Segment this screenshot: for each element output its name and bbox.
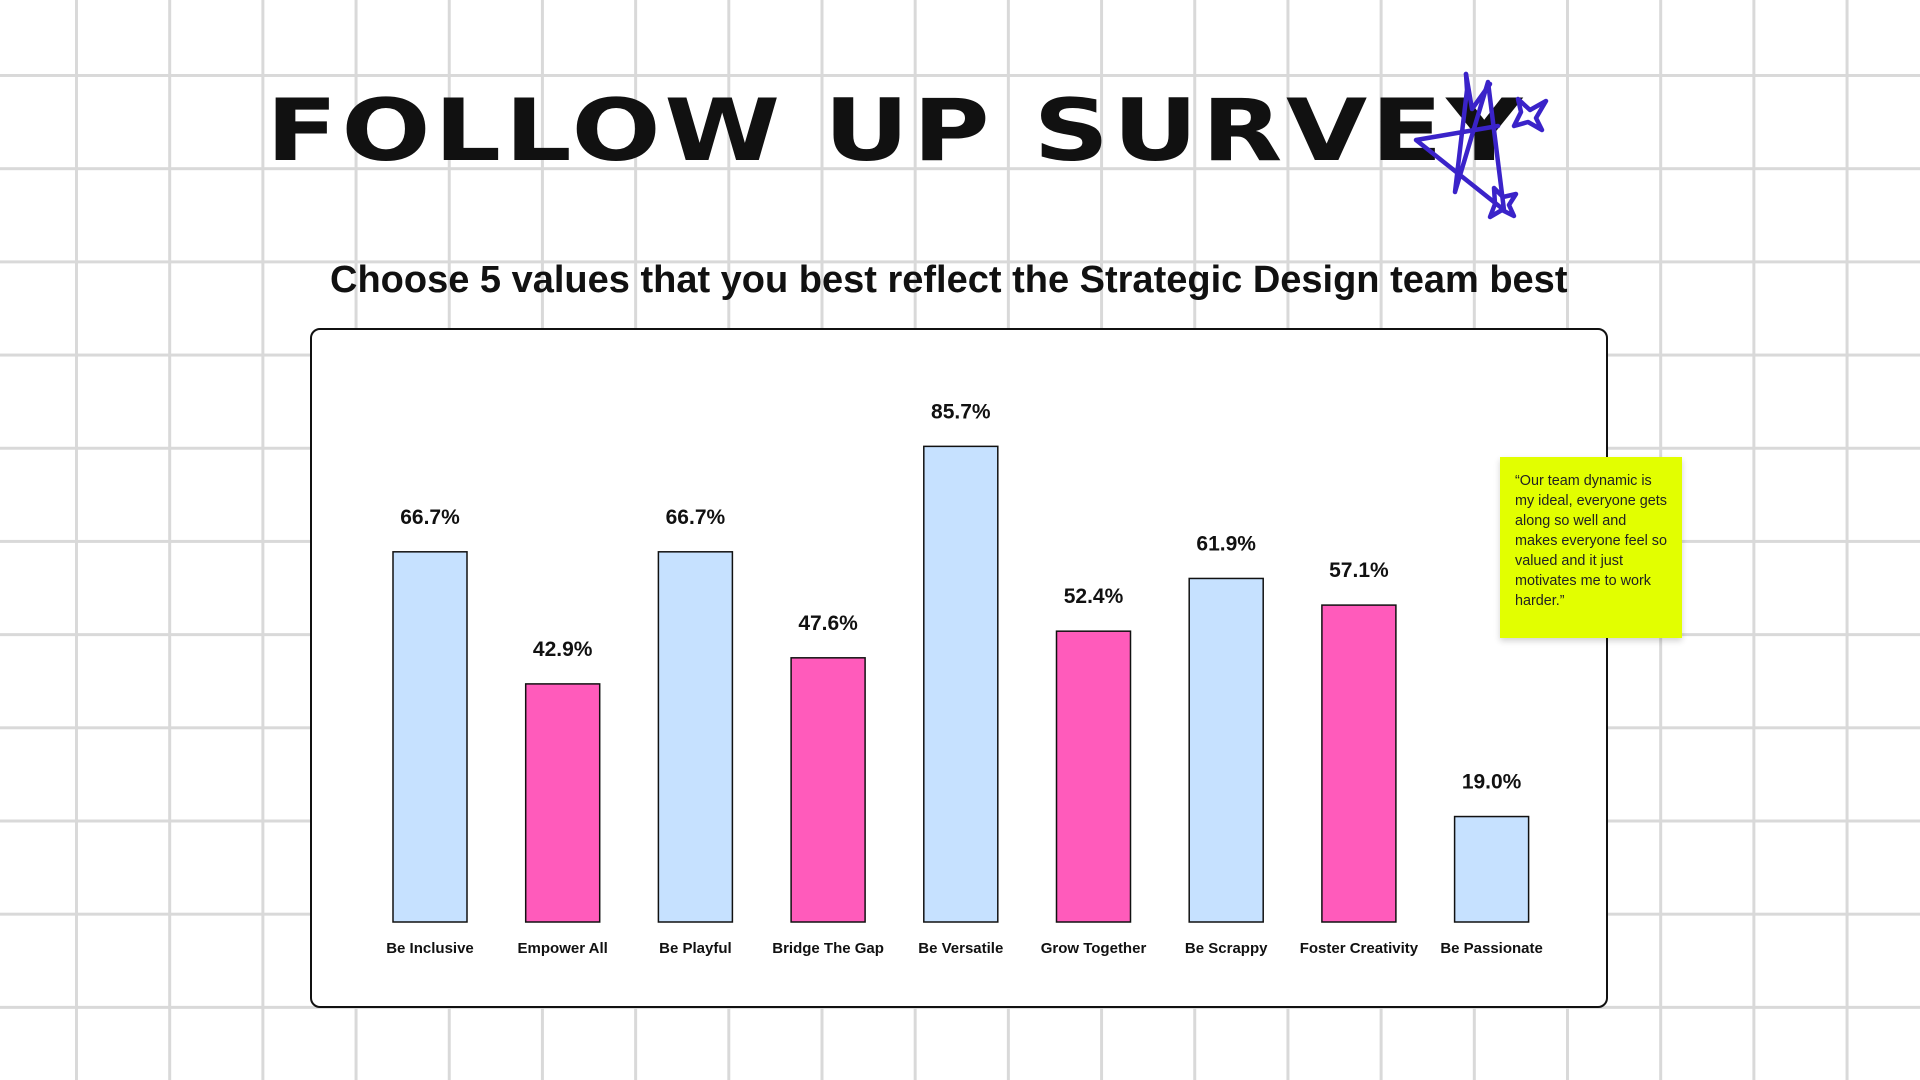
bar-chart: 66.7% Be Inclusive 42.9% Empower All 66.7% Be… [386,400,1543,957]
bar-empower-all [524,683,601,923]
category-label: Be Inclusive [386,940,474,957]
value-label: 61.9% [1196,532,1256,555]
bar-foster-creativity [1321,604,1397,923]
value-label: 85.7% [931,400,991,423]
chart-subtitle: Choose 5 values that you best reflect th… [330,259,1568,301]
category-label: Be Passionate [1440,940,1543,957]
value-label: 52.4% [1064,585,1124,608]
category-label: Grow Together [1041,940,1147,957]
hand-drawn-stars-icon [1413,71,1549,220]
bar-grow-together [1055,630,1132,923]
bar-be-playful [657,551,734,923]
value-label: 42.9% [533,638,593,661]
bar-be-passionate [1453,815,1530,923]
category-label: Empower All [518,940,608,957]
value-label: 57.1% [1329,559,1389,582]
sticky-note-quote: “Our team dynamic is my ideal, everyone … [1500,457,1682,638]
category-label: Bridge The Gap [772,940,884,957]
page-title: FOLLOW UP SURVEY [266,81,1526,181]
value-label: 19.0% [1462,771,1522,794]
category-label: Be Scrappy [1185,940,1268,957]
bar-be-versatile [923,445,999,923]
bar-be-scrappy [1188,577,1264,923]
bar-bridge-the-gap [790,657,866,923]
value-label: 66.7% [666,506,726,529]
value-label: 47.6% [798,612,858,635]
bar-be-inclusive [392,551,468,923]
category-label: Be Versatile [918,940,1003,957]
value-label: 66.7% [400,506,460,529]
category-label: Be Playful [659,940,732,957]
category-label: Foster Creativity [1300,940,1419,957]
chart-card: 66.7% Be Inclusive 42.9% Empower All 66.7% Be… [310,328,1608,1008]
